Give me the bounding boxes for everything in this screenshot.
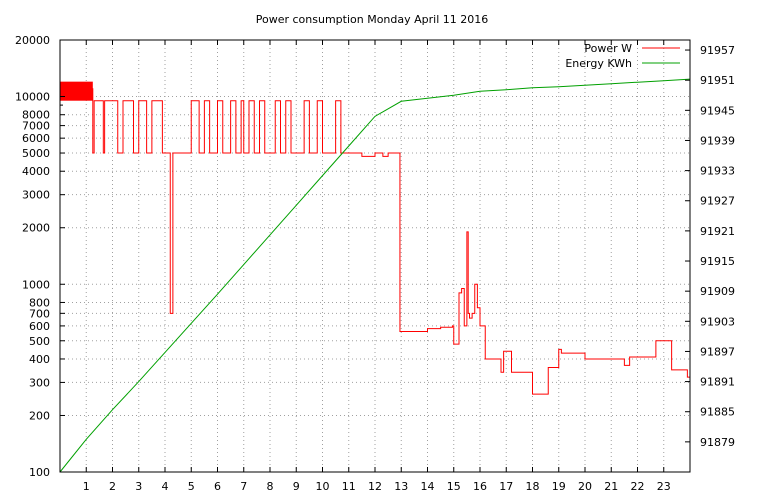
x-tick-label: 20 xyxy=(578,480,592,493)
y2-tick-label: 91957 xyxy=(700,44,735,57)
y-tick-label: 7000 xyxy=(22,120,50,133)
y-tick-label: 20000 xyxy=(15,34,50,47)
x-tick-label: 19 xyxy=(552,480,566,493)
axes: 1 2 3 4 5 6 7 8 9 10 11 12 13 14 15 16 17 18 19 20 21 22 23100… xyxy=(15,34,735,493)
x-tick-label: 18 xyxy=(526,480,540,493)
legend-label: Energy KWh xyxy=(565,57,632,70)
x-tick-label: 5 xyxy=(188,480,195,493)
chart-title: Power consumption Monday April 11 2016 xyxy=(256,13,489,26)
power-w-line xyxy=(60,88,691,395)
y2-tick-label: 91891 xyxy=(700,376,735,389)
x-tick-label: 16 xyxy=(473,480,487,493)
y2-tick-label: 91945 xyxy=(700,104,735,117)
x-tick-label: 22 xyxy=(631,480,645,493)
x-tick-label: 11 xyxy=(342,480,356,493)
grid xyxy=(60,40,690,472)
y2-tick-label: 91921 xyxy=(700,225,735,238)
y2-tick-label: 91933 xyxy=(700,165,735,178)
x-tick-label: 12 xyxy=(368,480,382,493)
y2-tick-label: 91897 xyxy=(700,345,735,358)
y-tick-label: 800 xyxy=(29,296,50,309)
legend: Power W Energy KWh xyxy=(565,42,680,70)
x-tick-label: 7 xyxy=(240,480,247,493)
x-tick-label: 6 xyxy=(214,480,221,493)
x-tick-label: 21 xyxy=(604,480,618,493)
y-tick-label: 5000 xyxy=(22,147,50,160)
y-tick-label: 1000 xyxy=(22,278,50,291)
x-tick-label: 10 xyxy=(316,480,330,493)
y2-tick-label: 91885 xyxy=(700,406,735,419)
y-tick-label: 600 xyxy=(29,320,50,333)
x-tick-label: 8 xyxy=(267,480,274,493)
y-tick-label: 500 xyxy=(29,335,50,348)
x-tick-label: 15 xyxy=(447,480,461,493)
y2-tick-label: 91909 xyxy=(700,285,735,298)
y-tick-label: 700 xyxy=(29,307,50,320)
y-tick-label: 10000 xyxy=(15,91,50,104)
y2-tick-label: 91939 xyxy=(700,134,735,147)
x-tick-label: 14 xyxy=(421,480,435,493)
y-tick-label: 100 xyxy=(29,466,50,479)
y-tick-label: 8000 xyxy=(22,109,50,122)
x-tick-label: 9 xyxy=(293,480,300,493)
power-w-band xyxy=(60,81,93,101)
series-layer xyxy=(59,78,691,473)
y-tick-label: 400 xyxy=(29,353,50,366)
y2-tick-label: 91951 xyxy=(700,74,735,87)
y-tick-label: 4000 xyxy=(22,165,50,178)
x-tick-label: 2 xyxy=(109,480,116,493)
legend-label: Power W xyxy=(584,42,632,55)
y-tick-label: 2000 xyxy=(22,222,50,235)
y2-tick-label: 91903 xyxy=(700,315,735,328)
x-tick-label: 23 xyxy=(657,480,671,493)
y-tick-label: 200 xyxy=(29,409,50,422)
y2-tick-label: 91927 xyxy=(700,195,735,208)
y-tick-label: 6000 xyxy=(22,132,50,145)
x-tick-label: 17 xyxy=(499,480,513,493)
y2-tick-label: 91879 xyxy=(700,436,735,449)
x-tick-label: 1 xyxy=(83,480,90,493)
x-tick-label: 4 xyxy=(162,480,169,493)
y-tick-label: 3000 xyxy=(22,189,50,202)
y2-tick-label: 91915 xyxy=(700,255,735,268)
energy-kwh-line xyxy=(59,78,691,473)
x-tick-label: 13 xyxy=(394,480,408,493)
y-tick-label: 300 xyxy=(29,376,50,389)
x-tick-label: 3 xyxy=(135,480,142,493)
